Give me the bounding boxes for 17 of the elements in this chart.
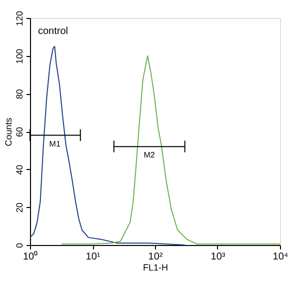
y-tick-label: 120 [14, 10, 24, 26]
y-tick-label: 100 [14, 48, 24, 64]
annotation: M1 [49, 139, 61, 148]
x-axis-title: FL1-H [142, 262, 168, 272]
annotation: control [38, 26, 68, 37]
y-tick-label: 60 [14, 126, 24, 138]
x-tick-label: 10⁰ [22, 250, 38, 262]
y-axis-title: Counts [4, 117, 14, 146]
x-tick-label: 10³ [210, 252, 226, 262]
annotation: M2 [144, 150, 156, 160]
y-tick-label: 0 [14, 242, 24, 248]
y-tick-label: 20 [14, 202, 24, 213]
y-tick-label: 40 [14, 164, 24, 175]
y-tick-label: 80 [14, 89, 24, 100]
x-tick-label: 10² [148, 252, 164, 262]
x-tick-label: 10¹ [86, 252, 101, 262]
x-tick-label: 10⁴ [272, 252, 288, 262]
